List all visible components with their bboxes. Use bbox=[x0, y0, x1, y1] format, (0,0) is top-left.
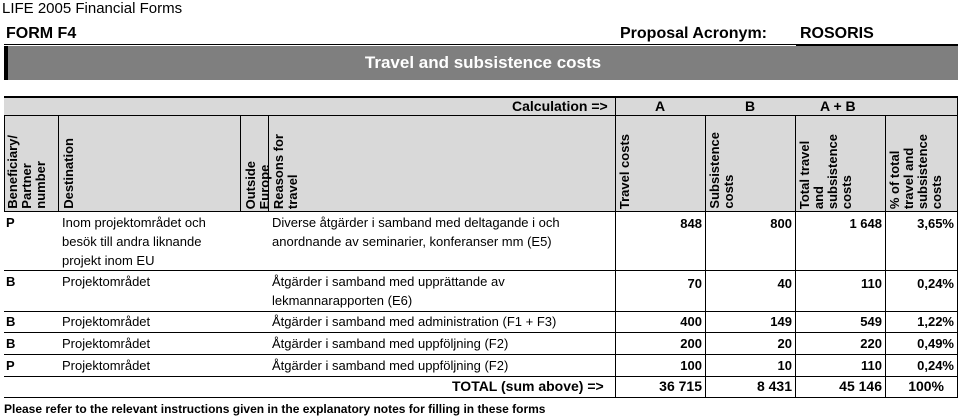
row-divider bbox=[4, 270, 958, 271]
footnote: Please refer to the relevant instruction… bbox=[4, 402, 546, 416]
grid-line bbox=[705, 115, 706, 398]
calc-col-a: A bbox=[655, 98, 666, 114]
row5-destination: Projektområdet bbox=[62, 358, 151, 373]
row2-subsistence: 40 bbox=[777, 276, 792, 291]
col-header-travel-costs: Travel costs bbox=[617, 133, 632, 209]
row2-travel: 70 bbox=[687, 276, 702, 291]
row3-reasons: Åtgärder i samband med administration (F… bbox=[272, 314, 557, 329]
grid-line bbox=[240, 115, 241, 211]
acronym-underline bbox=[796, 44, 958, 46]
row4-percent: 0,49% bbox=[917, 336, 954, 351]
row4-subsistence: 20 bbox=[777, 336, 792, 351]
row3-travel: 400 bbox=[680, 314, 702, 329]
proposal-acronym-value: ROSORIS bbox=[800, 25, 874, 42]
row5-subsistence: 10 bbox=[777, 358, 792, 373]
grid-line bbox=[795, 115, 796, 398]
total-percent: 100% bbox=[908, 378, 944, 394]
total-total: 45 146 bbox=[839, 378, 882, 394]
row-divider bbox=[4, 332, 958, 333]
col-header-beneficiary: Beneficiary/Partner number bbox=[5, 135, 48, 209]
row-divider bbox=[4, 311, 958, 312]
grid-line bbox=[957, 96, 958, 398]
row3-beneficiary: B bbox=[6, 314, 16, 329]
grid-line bbox=[268, 115, 269, 211]
grid-line bbox=[58, 115, 59, 211]
row5-percent: 0,24% bbox=[917, 358, 954, 373]
row4-reasons: Åtgärder i samband med uppföljning (F2) bbox=[272, 336, 509, 351]
row2-reasons: Åtgärder i samband med upprättande av lek… bbox=[272, 274, 505, 308]
row4-destination: Projektområdet bbox=[62, 336, 151, 351]
calc-col-ab: A + B bbox=[820, 98, 856, 114]
row3-percent: 1,22% bbox=[917, 314, 954, 329]
row5-travel: 100 bbox=[680, 358, 702, 373]
calc-row-divider bbox=[4, 115, 958, 116]
header-bottom-border bbox=[4, 211, 958, 212]
col-header-destination: Destination bbox=[61, 138, 76, 209]
row5-total: 110 bbox=[861, 358, 882, 373]
row1-destination: Inom projektområdet och besök till andra … bbox=[62, 215, 206, 268]
col-header-total: Total travel and subsistence costs bbox=[797, 133, 854, 209]
row3-subsistence: 149 bbox=[770, 314, 792, 329]
form-id: FORM F4 bbox=[6, 25, 77, 42]
grid-line bbox=[885, 115, 886, 398]
row3-total: 549 bbox=[860, 314, 882, 329]
col-header-percent: % of total travel and subsistence costs bbox=[887, 133, 944, 209]
row5-reasons: Åtgärder i samband med uppföljning (F2) bbox=[272, 358, 509, 373]
row1-subsistence: 800 bbox=[770, 216, 792, 231]
row1-beneficiary: P bbox=[6, 215, 15, 230]
row2-percent: 0,24% bbox=[917, 276, 954, 291]
row1-travel: 848 bbox=[680, 216, 702, 231]
calc-col-b: B bbox=[745, 98, 756, 114]
row1-total: 1 648 bbox=[849, 216, 882, 231]
row-divider bbox=[4, 376, 958, 377]
row1-percent: 3,65% bbox=[917, 216, 954, 231]
header-divider bbox=[4, 44, 958, 45]
row4-beneficiary: B bbox=[6, 336, 16, 351]
col-header-subsistence: Subsistence costs bbox=[707, 132, 736, 209]
row5-beneficiary: P bbox=[6, 358, 15, 373]
total-subsistence: 8 431 bbox=[756, 378, 792, 394]
row2-beneficiary: B bbox=[6, 274, 16, 289]
totals-bottom-border bbox=[4, 397, 958, 398]
row3-destination: Projektområdet bbox=[62, 314, 151, 329]
row4-travel: 200 bbox=[680, 336, 702, 351]
total-travel: 36 715 bbox=[659, 378, 702, 394]
total-label: TOTAL (sum above) => bbox=[452, 378, 604, 394]
proposal-acronym-label: Proposal Acronym: bbox=[620, 25, 767, 42]
row4-total: 220 bbox=[860, 336, 882, 351]
row-divider bbox=[4, 354, 958, 355]
grid-line bbox=[4, 115, 5, 211]
form-title: Travel and subsistence costs bbox=[364, 53, 602, 72]
row2-destination: Projektområdet bbox=[62, 274, 151, 289]
col-header-reasons: Reasons for travel bbox=[271, 133, 300, 209]
form-title-banner: Travel and subsistence costs bbox=[4, 46, 958, 80]
row1-reasons: Diverse åtgärder i samband med deltagand… bbox=[272, 215, 560, 249]
row2-total: 110 bbox=[861, 276, 882, 291]
grid-line bbox=[615, 96, 616, 398]
calculation-label: Calculation => bbox=[512, 98, 608, 114]
app-title: LIFE 2005 Financial Forms bbox=[2, 0, 183, 17]
